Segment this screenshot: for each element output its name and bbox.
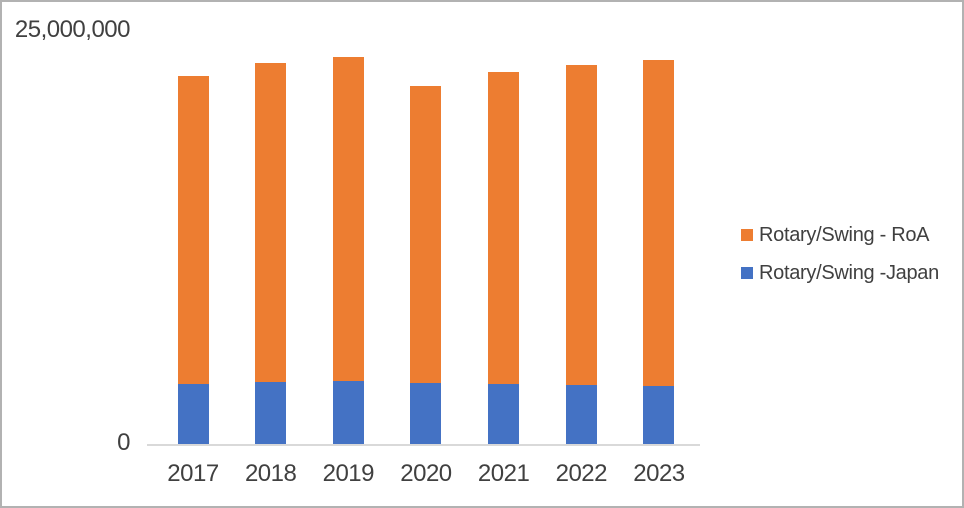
bar-2023-roa	[643, 59, 675, 387]
legend-item-japan: Rotary/Swing -Japan	[741, 260, 956, 286]
legend-item-roa: Rotary/Swing - RoA	[741, 222, 956, 248]
bar-2021-roa	[488, 71, 520, 384]
x-tick-label-2018: 2018	[244, 460, 297, 487]
x-tick-label-2022: 2022	[555, 460, 608, 487]
bar-2022-roa	[565, 64, 597, 386]
bar-2020-japan	[410, 382, 442, 445]
legend-label: Rotary/Swing - RoA	[759, 223, 930, 246]
bar-2019-roa	[332, 56, 364, 382]
legend-swatch-icon	[741, 267, 753, 279]
bar-2019-japan	[332, 381, 364, 445]
bar-2018-japan	[255, 381, 287, 445]
y-axis-max-label: 25,000,000	[14, 16, 131, 43]
y-axis-zero-label: 0	[117, 429, 130, 456]
legend-label: Rotary/Swing -Japan	[759, 261, 939, 284]
x-tick-label-2017: 2017	[167, 460, 219, 487]
x-axis-line	[147, 444, 700, 446]
bar-2017-roa	[177, 76, 209, 384]
bar-2022-japan	[565, 385, 597, 445]
bar-2023-japan	[643, 386, 675, 445]
x-tick-label-2023: 2023	[633, 460, 685, 487]
bar-2017-japan	[177, 383, 209, 445]
legend: Rotary/Swing - RoA Rotary/Swing -Japan	[741, 222, 956, 298]
legend-swatch-icon	[741, 229, 753, 241]
bar-2021-japan	[488, 383, 520, 445]
x-tick-label-2020: 2020	[400, 460, 452, 487]
x-tick-label-2021: 2021	[477, 460, 530, 487]
bar-2020-roa	[410, 86, 442, 383]
x-tick-label-2019: 2019	[322, 460, 375, 487]
bar-2018-roa	[255, 63, 287, 382]
